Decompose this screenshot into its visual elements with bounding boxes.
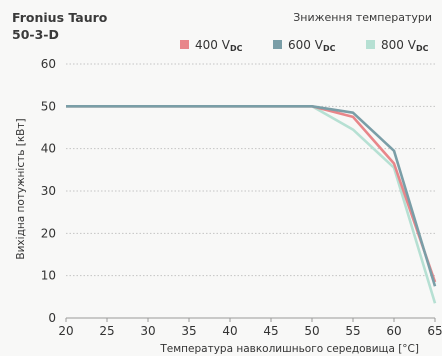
x-tick-label: 40	[222, 324, 237, 338]
legend-label: 400 VDC	[195, 38, 243, 53]
product-title-line: Fronius Tauro	[12, 10, 108, 25]
series-line	[66, 105, 437, 287]
x-tick-label: 50	[304, 324, 319, 338]
y-tick-label: 60	[41, 57, 56, 71]
product-title-line: 50-3-D	[12, 27, 59, 42]
legend-label-main: 600 V	[288, 38, 324, 52]
legend-label-main: 400 V	[195, 38, 231, 52]
x-tick-label: 60	[386, 324, 401, 338]
chart-subtitle: Зниження температури	[293, 11, 432, 24]
legend-label-subscript: DC	[230, 44, 243, 53]
y-tick-label: 30	[41, 184, 56, 198]
x-tick-label: 45	[263, 324, 278, 338]
legend-label: 800 VDC	[381, 38, 429, 53]
y-tick-label: 10	[41, 269, 56, 283]
y-tick-label: 0	[48, 311, 56, 325]
legend-label-subscript: DC	[416, 44, 429, 53]
x-tick-label: 35	[181, 324, 196, 338]
x-tick-label: 65	[427, 324, 442, 338]
series-line	[66, 105, 437, 283]
product-title: Fronius Tauro 50-3-D	[12, 9, 142, 43]
x-tick-label: 25	[99, 324, 114, 338]
y-tick-label: 40	[41, 142, 56, 156]
y-tick-label: 20	[41, 226, 56, 240]
legend-swatch	[180, 40, 189, 49]
legend-label-main: 800 V	[381, 38, 417, 52]
legend-swatch	[273, 40, 282, 49]
x-tick-label: 30	[140, 324, 155, 338]
y-tick-label: 50	[41, 99, 56, 113]
x-tick-label: 20	[58, 324, 73, 338]
x-axis-label: Температура навколишнього середовища [°C…	[159, 343, 419, 355]
legend-label: 600 VDC	[288, 38, 336, 53]
x-tick-label: 55	[345, 324, 360, 338]
legend-swatch	[366, 40, 375, 49]
legend-label-subscript: DC	[323, 44, 336, 53]
y-axis-label: Вихідна потужність [кВт]	[15, 118, 27, 259]
